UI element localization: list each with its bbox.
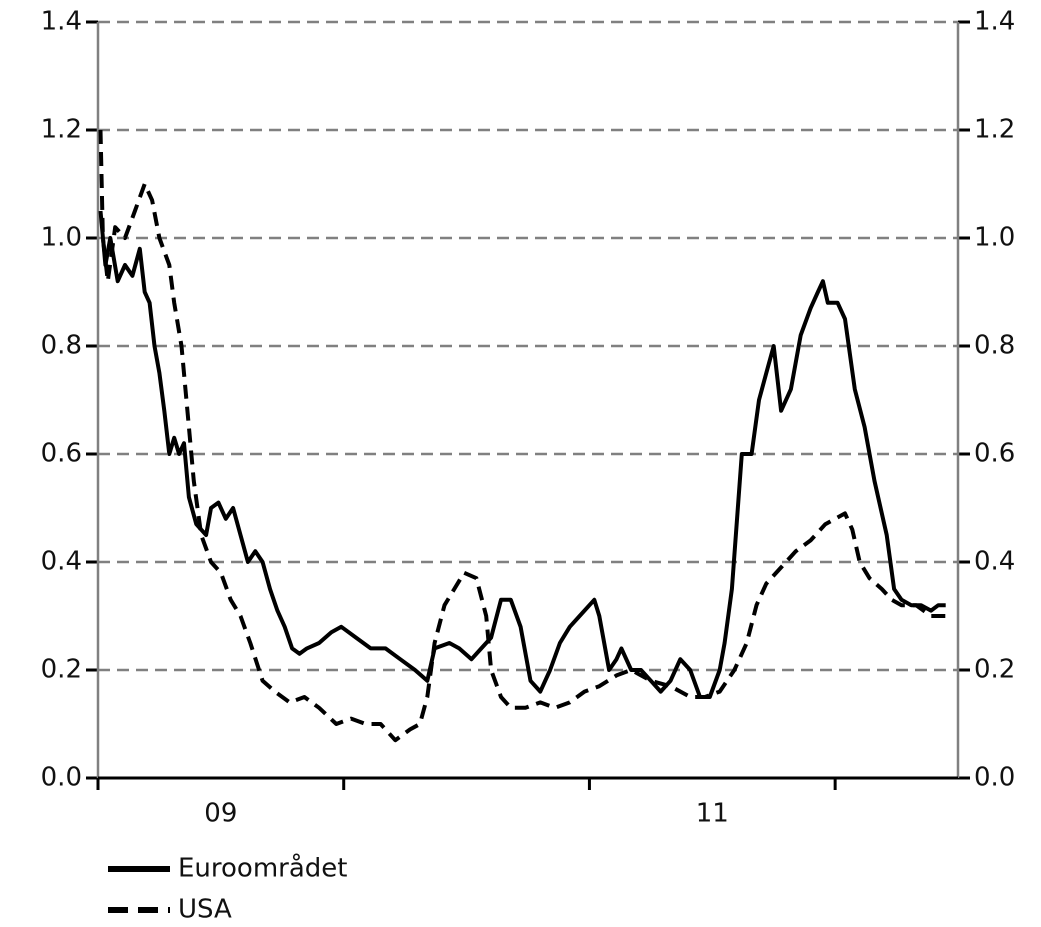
y2-tick-label: 0.0 (974, 763, 1015, 793)
x-tick-label: 09 (204, 799, 237, 829)
y-tick-label: 0.2 (41, 655, 82, 685)
y2-tick-label: 0.2 (974, 655, 1015, 685)
y2-tick-label: 1.2 (974, 115, 1015, 145)
y2-tick-label: 0.4 (974, 547, 1015, 577)
y2-tick-label: 1.0 (974, 223, 1015, 253)
y2-tick-label: 0.8 (974, 331, 1015, 361)
y2-tick-label: 0.6 (974, 439, 1015, 469)
y-tick-label: 0.8 (41, 331, 82, 361)
y2-tick-label: 1.4 (974, 7, 1015, 37)
y-tick-label: 1.2 (41, 115, 82, 145)
legend-label: Euroområdet (178, 853, 347, 884)
line-series (98, 210, 946, 699)
y-tick-label: 0.4 (41, 547, 82, 577)
y-tick-label: 0.0 (41, 763, 82, 793)
x-tick-label: 11 (696, 799, 729, 829)
y-tick-label: 1.4 (41, 7, 82, 37)
line-series (98, 129, 946, 743)
y-tick-label: 0.6 (41, 439, 82, 469)
y-tick-label: 1.0 (41, 223, 82, 253)
legend-label: USA (178, 895, 232, 925)
